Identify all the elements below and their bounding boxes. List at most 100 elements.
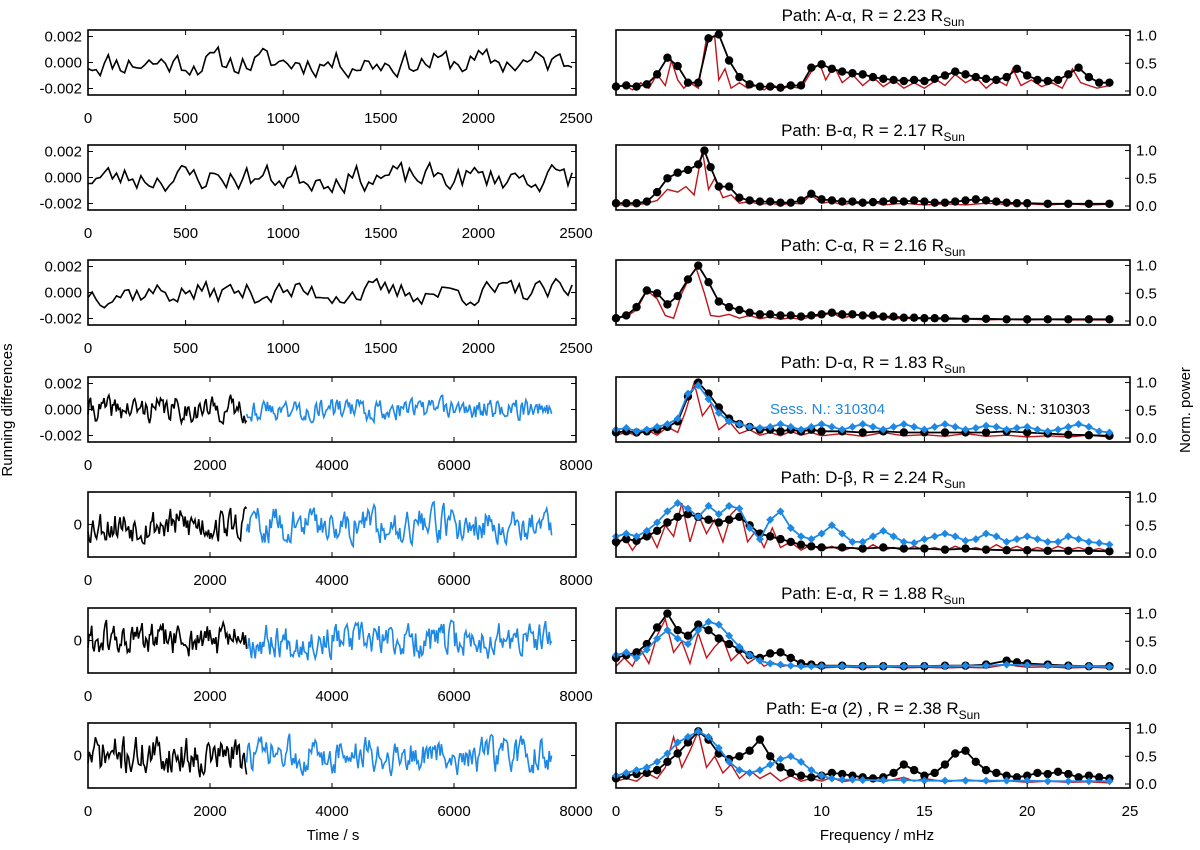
time-xtick-label-7-0: 0 <box>84 803 92 820</box>
power-dot-5-26 <box>940 545 950 554</box>
power-dot-2-33 <box>940 198 950 207</box>
power-diamond-4-25 <box>869 422 877 431</box>
ylabel-running-differences: Running differences <box>0 343 16 476</box>
power-xtick-label-7-0: 0 <box>612 803 620 820</box>
power-dot-1-46 <box>1084 72 1094 82</box>
power-dot-2-45 <box>1105 199 1114 208</box>
power-diamond-7-6 <box>673 738 682 747</box>
power-dot-7-21 <box>827 768 837 778</box>
power-diamond-7-2 <box>632 766 641 775</box>
power-diamond-7-33 <box>1043 777 1052 786</box>
power-diamond-5-36 <box>982 529 991 538</box>
power-diamond-5-1 <box>622 529 631 538</box>
power-dot-7-33 <box>951 749 960 758</box>
power-diamond-4-19 <box>807 422 816 431</box>
power-diamond-5-18 <box>797 532 806 541</box>
time-xtick-label-6-4: 8000 <box>559 688 592 705</box>
power-diamond-7-16 <box>776 755 785 764</box>
power-diamond-5-25 <box>869 532 877 541</box>
power-dot-1-26 <box>879 74 888 84</box>
power-diamond-4-22 <box>838 425 847 434</box>
power-diamond-5-46 <box>1084 537 1093 546</box>
power-dot-5-31 <box>1043 546 1052 555</box>
power-dot-2-10 <box>706 162 715 172</box>
power-dot-3-30 <box>920 314 929 323</box>
power-diamond-7-36 <box>1105 777 1114 786</box>
power-dot-2-34 <box>951 197 960 206</box>
time-frame-7 <box>87 722 577 789</box>
time-xtick-label-2-2: 1000 <box>267 225 300 242</box>
time-panel-2: 0 500 1000 1500 2000 2500 0.002 0.000 -0.002 <box>39 144 592 243</box>
power-dot-2-21 <box>817 195 826 204</box>
power-dot-3-14 <box>755 310 765 319</box>
power-dot-3-38 <box>1064 315 1073 324</box>
power-dot-7-37 <box>992 768 1001 778</box>
power-diamond-5-17 <box>786 524 795 533</box>
power-dot-2-23 <box>837 197 847 206</box>
power-diamond-5-21 <box>827 521 836 530</box>
power-line-4-red <box>615 379 1110 438</box>
power-diamond-6-31 <box>1043 661 1052 670</box>
power-dot-5-30 <box>1022 546 1032 555</box>
power-diamond-5-19 <box>807 535 816 544</box>
power-ytick-label-4-1: 0.5 <box>1136 402 1157 419</box>
power-dot-1-33 <box>951 67 960 76</box>
power-diamond-7-24 <box>858 776 867 785</box>
power-dot-3-29 <box>909 313 919 322</box>
power-dot-7-4 <box>652 765 662 775</box>
power-diamond-4-31 <box>930 422 939 431</box>
power-dot-2-16 <box>766 197 775 206</box>
time-series-7-2 <box>245 733 553 777</box>
power-xtick-label-7-1: 5 <box>715 803 723 820</box>
power-dot-5-6 <box>673 512 682 522</box>
power-diamond-5-28 <box>899 537 908 546</box>
power-diamond-5-11 <box>725 501 734 510</box>
power-dot-6-15 <box>766 649 775 658</box>
power-panel-3: 1.0 0.5 0.0 Path: C-α, R = 2.16 RSun <box>611 236 1157 330</box>
power-diamond-4-29 <box>910 422 919 431</box>
power-dot-7-41 <box>1033 768 1042 778</box>
power-dot-2-36 <box>971 195 980 204</box>
power-diamond-4-8 <box>694 381 703 390</box>
power-dot-2-19 <box>796 196 806 205</box>
power-diamond-4-47 <box>1095 427 1104 436</box>
power-diamond-7-4 <box>653 757 662 766</box>
power-diamond-4-30 <box>920 425 929 434</box>
power-diamond-5-44 <box>1064 532 1073 541</box>
power-dot-3-10 <box>714 297 723 306</box>
power-dot-1-6 <box>673 61 682 71</box>
power-diamond-5-20 <box>817 529 826 538</box>
power-diamond-6-18 <box>797 662 806 671</box>
power-dot-2-6 <box>673 168 682 177</box>
power-title-2: Path: B-α, R = 2.17 RSun <box>781 121 965 144</box>
power-xtick-label-7-3: 15 <box>916 803 933 820</box>
power-diamond-6-11 <box>725 631 734 640</box>
power-diamond-5-37 <box>992 532 1001 541</box>
time-frame-1 <box>87 29 577 96</box>
power-ytick-label-3-1: 0.5 <box>1136 285 1157 302</box>
power-diamond-7-9 <box>704 732 713 741</box>
power-diamond-7-12 <box>735 766 744 775</box>
power-dot-7-30 <box>920 771 929 780</box>
power-dot-3-25 <box>868 311 878 320</box>
power-dot-5-18 <box>796 540 806 549</box>
power-dot-1-31 <box>930 74 939 84</box>
power-dot-2-28 <box>889 196 898 205</box>
power-ytick-label-4-0: 1.0 <box>1136 375 1157 392</box>
power-diamond-7-17 <box>786 752 795 761</box>
power-diamond-5-48 <box>1105 540 1114 549</box>
power-dot-1-24 <box>858 70 867 79</box>
power-diamond-6-29 <box>1002 660 1011 669</box>
power-diamond-6-4 <box>653 634 662 643</box>
power-ytick-label-3-0: 1.0 <box>1136 258 1157 275</box>
power-diamond-7-8 <box>694 727 703 736</box>
power-dot-3-28 <box>899 313 909 322</box>
power-dot-2-9 <box>700 146 709 155</box>
power-dot-4-30 <box>1022 428 1032 437</box>
power-diamond-7-11 <box>725 757 734 766</box>
power-dot-1-8 <box>694 78 703 87</box>
power-diamond-5-35 <box>971 535 980 544</box>
time-frame-3 <box>87 259 577 326</box>
power-diamond-5-39 <box>1012 535 1021 544</box>
power-dot-7-43 <box>1053 767 1063 776</box>
